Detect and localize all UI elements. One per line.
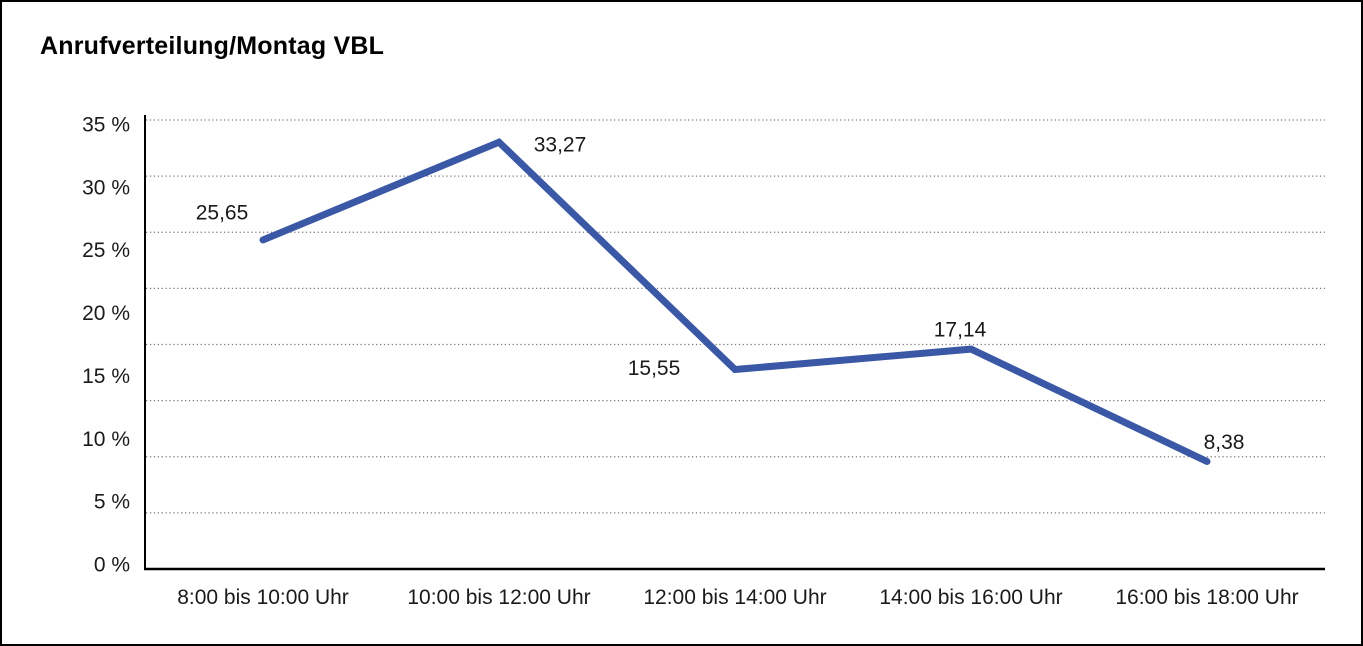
y-axis-tick-label: 30 % — [82, 176, 130, 199]
x-axis-tick-label: 14:00 bis 16:00 Uhr — [879, 586, 1062, 609]
y-axis-tick-label: 35 % — [82, 114, 130, 137]
data-point-label: 15,55 — [628, 357, 681, 380]
y-axis-tick-label: 5 % — [94, 491, 130, 514]
data-point-label: 33,27 — [534, 134, 587, 157]
data-point-label: 8,38 — [1204, 431, 1245, 454]
x-axis-tick-label: 10:00 bis 12:00 Uhr — [407, 586, 590, 609]
x-axis-tick-label: 8:00 bis 10:00 Uhr — [177, 586, 349, 609]
data-point-label: 25,65 — [196, 201, 249, 224]
data-series-line — [259, 138, 1211, 465]
y-axis-tick-label: 0 % — [94, 554, 130, 577]
data-point-label: 17,14 — [934, 319, 987, 342]
y-axis-tick-label: 15 % — [82, 365, 130, 388]
chart-title: Anrufverteilung/Montag VBL — [40, 32, 385, 60]
y-axis-tick-label: 25 % — [82, 239, 130, 262]
x-axis-tick-label: 12:00 bis 14:00 Uhr — [643, 586, 826, 609]
y-axis-tick-label: 20 % — [82, 302, 130, 325]
x-axis-tick-label: 16:00 bis 18:00 Uhr — [1115, 586, 1298, 609]
y-axis-tick-label: 10 % — [82, 428, 130, 451]
